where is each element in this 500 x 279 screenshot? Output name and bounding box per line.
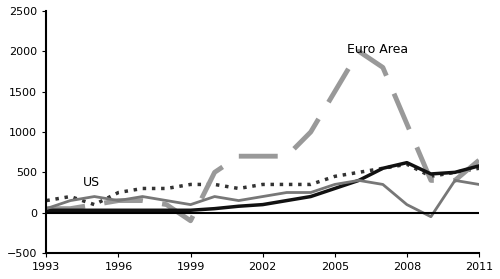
- Text: Japan: Japan: [0, 278, 1, 279]
- Text: Euro Area: Euro Area: [347, 43, 408, 56]
- Text: US: US: [82, 176, 100, 189]
- Text: China: China: [0, 278, 1, 279]
